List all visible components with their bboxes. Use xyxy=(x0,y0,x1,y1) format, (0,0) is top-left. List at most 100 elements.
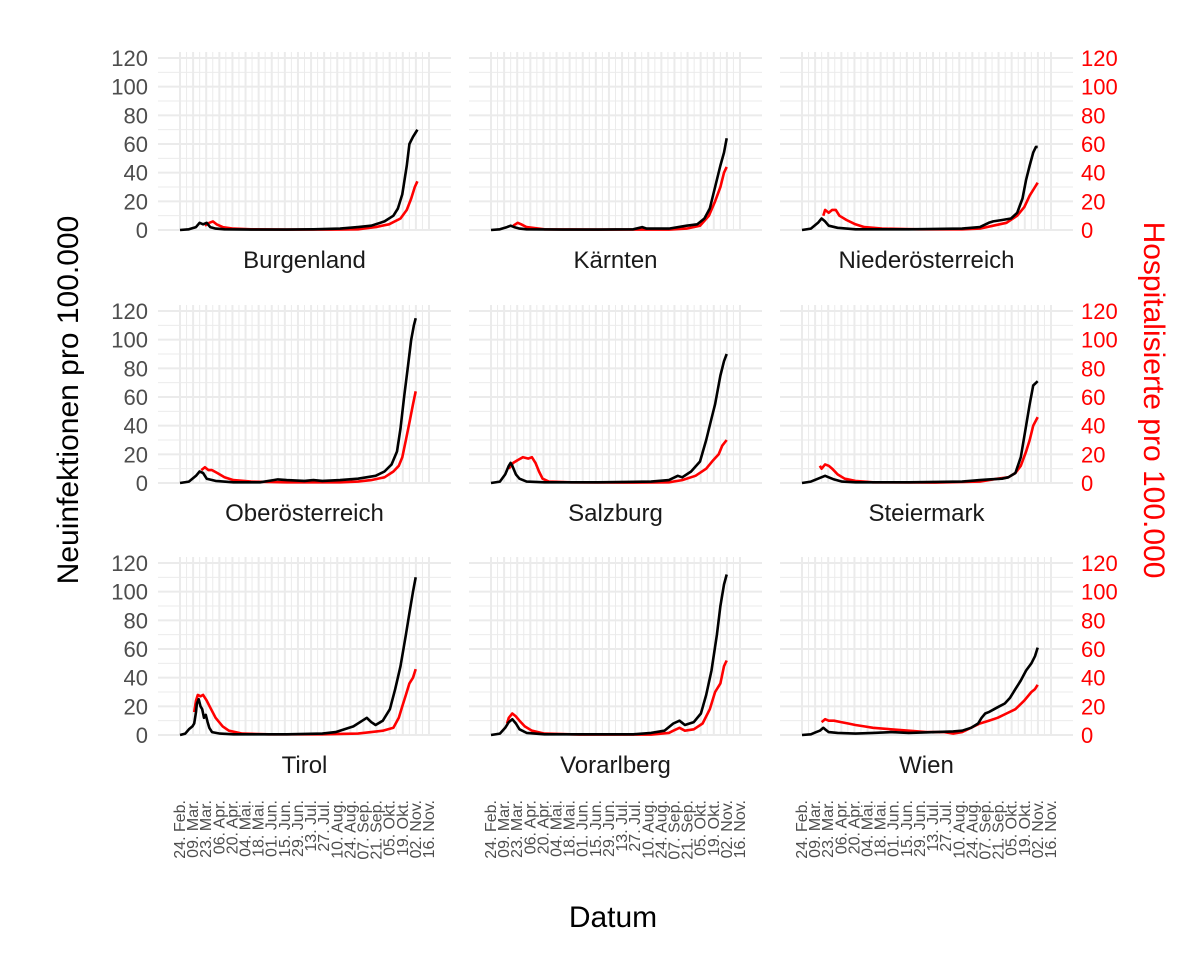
x-tick-label: 18. Mai. xyxy=(873,800,890,857)
x-tick-label: 13. Jul. xyxy=(614,800,631,852)
x-tick-label: 06. Apr. xyxy=(833,800,850,854)
y-tick-right: 100 xyxy=(1081,328,1118,353)
x-tick-label: 15. Jun. xyxy=(277,800,294,857)
x-tick-label: 06. Apr. xyxy=(522,800,539,854)
strip-label: Kärnten xyxy=(573,247,657,274)
strip-label: Niederösterreich xyxy=(838,247,1014,274)
panel-salzburg: Salzburg xyxy=(469,305,762,527)
y-tick-right: 60 xyxy=(1081,132,1105,157)
x-tick-label: 10. Aug. xyxy=(951,800,968,859)
x-tick-label: 06. Apr. xyxy=(211,800,228,854)
x-tick-label: 16. Nov. xyxy=(1043,800,1060,858)
y-tick-left: 60 xyxy=(124,637,148,662)
x-tick-label: 13. Jul. xyxy=(303,800,320,852)
x-tick-label: 07. Sep. xyxy=(666,800,683,860)
x-tick-label: 20. Apr. xyxy=(535,800,552,854)
x-tick-label: 05. Okt. xyxy=(693,800,710,856)
x-tick-label: 13. Jul. xyxy=(925,800,942,852)
y-tick-left: 100 xyxy=(111,328,148,353)
y-tick-right: 0 xyxy=(1081,471,1093,496)
x-tick-label: 02. Nov. xyxy=(408,800,425,858)
x-tick-label: 24. Aug. xyxy=(342,800,359,859)
panel-wien: Wien xyxy=(780,557,1073,779)
x-tick-label: 24. Feb. xyxy=(172,800,189,859)
y-tick-right: 0 xyxy=(1081,723,1093,748)
strip-label: Salzburg xyxy=(568,500,663,527)
x-tick-label: 01. Jun. xyxy=(575,800,592,857)
series-infections-line xyxy=(490,138,728,232)
x-tick-label: 07. Sep. xyxy=(977,800,994,860)
series-infections-line xyxy=(801,145,1038,232)
x-tick-label: 15. Jun. xyxy=(588,800,605,857)
y-tick-left: 80 xyxy=(124,103,148,128)
y-tick-left: 20 xyxy=(124,442,148,467)
y-tick-left: 80 xyxy=(124,356,148,381)
panel-burgenland: Burgenland xyxy=(158,52,451,274)
x-tick-label: 21. Sep. xyxy=(369,800,386,860)
x-tick-label: 24. Aug. xyxy=(964,800,981,859)
x-tick-label: 23. Mar. xyxy=(509,800,526,858)
x-tick-label: 05. Okt. xyxy=(382,800,399,856)
y-tick-left: 80 xyxy=(124,608,148,633)
series-hospitalized-line xyxy=(512,166,728,231)
y-tick-right: 20 xyxy=(1081,694,1105,719)
x-tick-label: 18. Mai. xyxy=(251,800,268,857)
y-tick-right: 40 xyxy=(1081,666,1105,691)
x-tick-label: 18. Mai. xyxy=(562,800,579,857)
series-infections-line xyxy=(490,574,728,737)
x-tick-label: 29. Jun. xyxy=(290,800,307,857)
y-tick-left: 0 xyxy=(136,218,148,243)
x-tick-label: 04. Mai. xyxy=(549,800,566,857)
series-hospitalized-line xyxy=(505,659,728,736)
x-tick-label: 02. Nov. xyxy=(719,800,736,858)
panel-vorarlberg: Vorarlberg xyxy=(469,557,762,779)
y-tick-right: 120 xyxy=(1081,551,1118,576)
y-tick-right: 80 xyxy=(1081,103,1105,128)
series-infections-line xyxy=(179,317,417,485)
x-tick-label: 15. Jun. xyxy=(899,800,916,857)
x-axis-title: Datum xyxy=(569,901,657,934)
series-infections-line xyxy=(801,647,1039,737)
x-tick-label: 09. Mar. xyxy=(807,800,824,858)
y-tick-right: 80 xyxy=(1081,356,1105,381)
x-tick-label: 24. Aug. xyxy=(653,800,670,859)
y-tick-right: 120 xyxy=(1081,299,1118,324)
y-tick-left: 20 xyxy=(124,189,148,214)
y-tick-left: 20 xyxy=(124,694,148,719)
series-infections-line xyxy=(179,577,417,737)
y-tick-right: 40 xyxy=(1081,414,1105,439)
y-axis-title-left: Neuinfektionen pro 100.000 xyxy=(52,216,85,585)
y-tick-left: 120 xyxy=(111,551,148,576)
y-tick-right: 100 xyxy=(1081,580,1118,605)
ticks-layer: 0 20 40 60 80 100 120 0 20 40 60 80 100 120 0 20 40 60 80 1… xyxy=(111,46,1117,860)
x-tick-label: 27. Jul. xyxy=(938,800,955,852)
y-tick-left: 40 xyxy=(124,161,148,186)
y-tick-left: 0 xyxy=(136,471,148,496)
strip-label: Tirol xyxy=(282,752,328,779)
y-tick-left: 120 xyxy=(111,299,148,324)
panel-tirol: Tirol xyxy=(158,557,451,779)
x-tick-label: 23. Mar. xyxy=(198,800,215,858)
y-tick-left: 120 xyxy=(111,46,148,71)
y-tick-left: 0 xyxy=(136,723,148,748)
panel-steiermark: Steiermark xyxy=(780,305,1073,527)
series-infections-line xyxy=(490,353,728,485)
x-tick-label: 27. Jul. xyxy=(316,800,333,852)
x-tick-label: 19. Okt. xyxy=(395,800,412,856)
strip-label: Vorarlberg xyxy=(560,752,671,779)
y-tick-left: 60 xyxy=(124,132,148,157)
x-tick-label: 24. Feb. xyxy=(794,800,811,859)
x-tick-label: 16. Nov. xyxy=(421,800,438,858)
panel-oberösterreich: Oberösterreich xyxy=(158,305,451,527)
y-tick-right: 100 xyxy=(1081,75,1118,100)
y-tick-left: 40 xyxy=(124,666,148,691)
strip-label: Wien xyxy=(899,752,954,779)
y-tick-left: 60 xyxy=(124,385,148,410)
x-tick-label: 04. Mai. xyxy=(860,800,877,857)
x-tick-label: 19. Okt. xyxy=(706,800,723,856)
x-tick-label: 16. Nov. xyxy=(732,800,749,858)
x-tick-label: 07. Sep. xyxy=(355,800,372,860)
x-tick-label: 02. Nov. xyxy=(1030,800,1047,858)
x-tick-label: 09. Mar. xyxy=(496,800,513,858)
